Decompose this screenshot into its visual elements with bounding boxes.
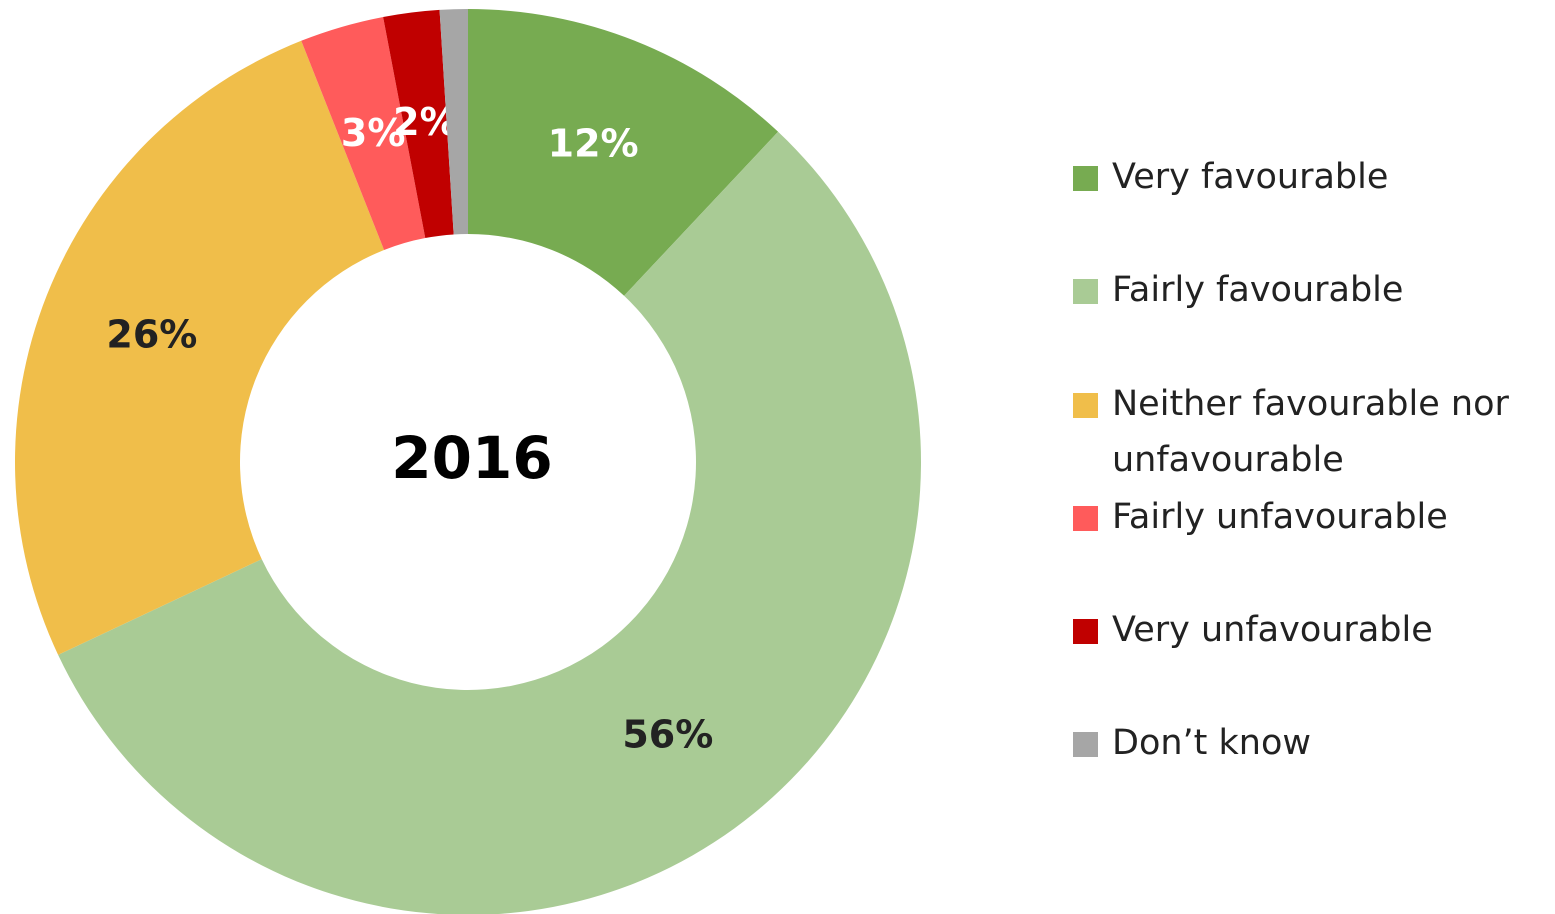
legend-label: Don’t know [1112, 723, 1311, 763]
donut-slice [15, 40, 385, 655]
legend-swatch [1073, 732, 1098, 757]
donut-slice [439, 9, 468, 235]
legend-label: Fairly unfavourable [1112, 497, 1448, 537]
data-label: 26% [106, 312, 197, 356]
center-title: 2016 [391, 424, 552, 492]
donut-slice [468, 9, 779, 296]
legend-swatch [1073, 619, 1098, 644]
legend-swatch [1073, 506, 1098, 531]
legend-label: Neither favourable nor unfavourable [1112, 384, 1520, 480]
data-label: 12% [548, 121, 639, 165]
donut-slice [301, 17, 426, 251]
legend-label: Very favourable [1112, 157, 1388, 197]
donut-slice [383, 9, 454, 239]
donut-slice [58, 131, 921, 914]
data-label: 3% [341, 111, 406, 155]
data-label: 56% [622, 713, 713, 757]
legend-label: Very unfavourable [1112, 610, 1433, 650]
legend-label: Fairly favourable [1112, 270, 1403, 310]
legend-swatch [1073, 393, 1098, 418]
legend-swatch [1073, 279, 1098, 304]
legend-swatch [1073, 166, 1098, 191]
